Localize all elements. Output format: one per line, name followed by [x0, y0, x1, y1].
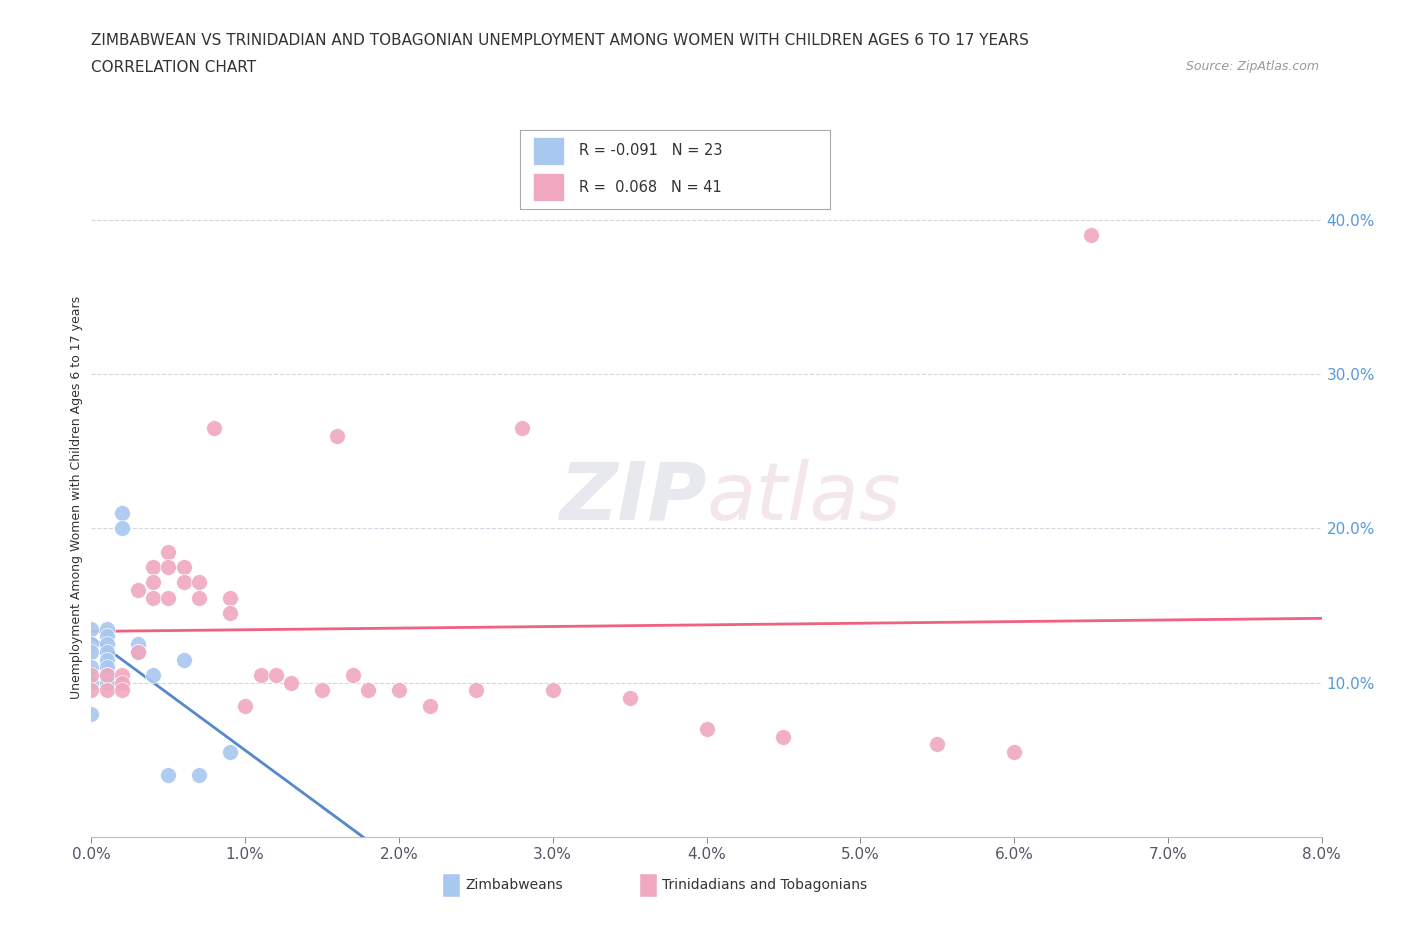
- Text: atlas: atlas: [706, 458, 901, 537]
- Point: [249, 668, 271, 683]
- Point: [80, 683, 103, 698]
- Text: Source: ZipAtlas.com: Source: ZipAtlas.com: [1185, 60, 1319, 73]
- Point: [80, 621, 103, 636]
- Point: [311, 683, 333, 698]
- Point: [157, 544, 180, 559]
- Point: [464, 683, 486, 698]
- Point: [173, 575, 195, 590]
- Point: [218, 605, 240, 620]
- Point: [927, 737, 949, 751]
- Point: [188, 591, 211, 605]
- Point: [619, 691, 641, 706]
- Text: R =  0.068   N = 41: R = 0.068 N = 41: [579, 179, 721, 194]
- Point: [96, 683, 118, 698]
- Point: [357, 683, 380, 698]
- Bar: [533, 173, 564, 202]
- Point: [111, 506, 134, 521]
- Text: R = -0.091   N = 23: R = -0.091 N = 23: [579, 143, 723, 158]
- Text: ZIP: ZIP: [560, 458, 706, 537]
- Point: [264, 668, 287, 683]
- Point: [326, 429, 349, 444]
- Point: [1080, 228, 1102, 243]
- Point: [280, 675, 302, 690]
- Point: [111, 683, 134, 698]
- Point: [96, 644, 118, 659]
- Point: [96, 621, 118, 636]
- Bar: [533, 137, 564, 165]
- Point: [142, 668, 165, 683]
- Point: [157, 560, 180, 575]
- Point: [388, 683, 411, 698]
- Point: [80, 668, 103, 683]
- Text: CORRELATION CHART: CORRELATION CHART: [91, 60, 256, 75]
- Point: [80, 644, 103, 659]
- Point: [80, 637, 103, 652]
- Point: [80, 675, 103, 690]
- Point: [111, 521, 134, 536]
- Point: [142, 575, 165, 590]
- Point: [541, 683, 564, 698]
- Point: [96, 629, 118, 644]
- Point: [173, 652, 195, 667]
- Point: [96, 660, 118, 675]
- Point: [1002, 745, 1025, 760]
- Y-axis label: Unemployment Among Women with Children Ages 6 to 17 years: Unemployment Among Women with Children A…: [70, 296, 83, 699]
- Point: [127, 644, 149, 659]
- Point: [173, 560, 195, 575]
- Point: [218, 745, 240, 760]
- Point: [96, 652, 118, 667]
- Text: ZIMBABWEAN VS TRINIDADIAN AND TOBAGONIAN UNEMPLOYMENT AMONG WOMEN WITH CHILDREN : ZIMBABWEAN VS TRINIDADIAN AND TOBAGONIAN…: [91, 33, 1029, 47]
- Point: [419, 698, 441, 713]
- Point: [218, 591, 240, 605]
- Point: [96, 637, 118, 652]
- Point: [96, 668, 118, 683]
- Point: [80, 706, 103, 721]
- Point: [157, 591, 180, 605]
- Point: [188, 768, 211, 783]
- Point: [772, 729, 794, 744]
- Point: [188, 575, 211, 590]
- Text: Trinidadians and Tobagonians: Trinidadians and Tobagonians: [662, 878, 868, 893]
- Point: [695, 722, 717, 737]
- Point: [111, 668, 134, 683]
- Point: [510, 420, 533, 435]
- Point: [127, 583, 149, 598]
- Point: [127, 644, 149, 659]
- Point: [96, 675, 118, 690]
- Point: [80, 660, 103, 675]
- Point: [157, 768, 180, 783]
- Point: [202, 420, 225, 435]
- Point: [111, 675, 134, 690]
- Point: [233, 698, 256, 713]
- Point: [142, 560, 165, 575]
- Point: [96, 668, 118, 683]
- Point: [142, 591, 165, 605]
- Text: Zimbabweans: Zimbabweans: [465, 878, 562, 893]
- Point: [127, 637, 149, 652]
- Point: [342, 668, 364, 683]
